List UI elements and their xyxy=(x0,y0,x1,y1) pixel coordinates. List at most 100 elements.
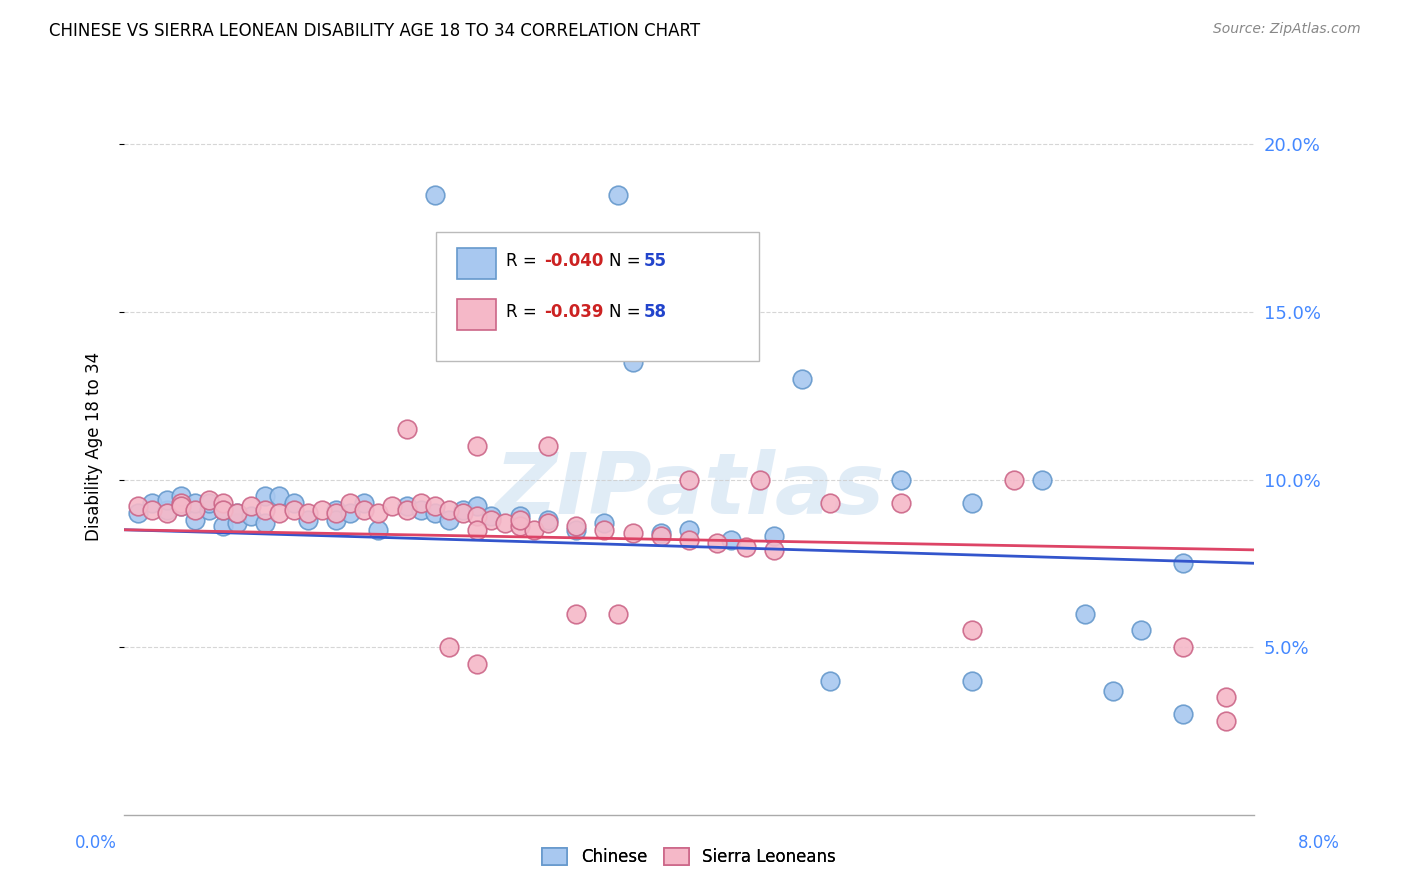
Point xyxy=(155,506,177,520)
Point xyxy=(409,502,432,516)
Point xyxy=(437,502,460,516)
Point xyxy=(465,657,488,671)
Text: R =: R = xyxy=(506,252,543,270)
Text: -0.039: -0.039 xyxy=(544,303,603,321)
Point xyxy=(367,523,389,537)
Point xyxy=(297,506,319,520)
Point xyxy=(169,489,191,503)
Point xyxy=(423,506,446,520)
Point xyxy=(890,473,912,487)
Text: Source: ZipAtlas.com: Source: ZipAtlas.com xyxy=(1213,22,1361,37)
Point xyxy=(1173,640,1195,654)
Text: N =: N = xyxy=(609,252,645,270)
Point xyxy=(1215,714,1237,728)
Point xyxy=(226,516,249,530)
Point xyxy=(734,540,756,554)
Point xyxy=(184,513,207,527)
Point xyxy=(254,502,277,516)
Point xyxy=(509,509,531,524)
Point xyxy=(537,513,560,527)
Point xyxy=(1130,624,1153,638)
Point xyxy=(565,523,588,537)
Point xyxy=(127,500,149,514)
Point xyxy=(198,492,221,507)
Point xyxy=(479,509,502,524)
Y-axis label: Disability Age 18 to 34: Disability Age 18 to 34 xyxy=(86,351,103,541)
Point xyxy=(509,338,531,352)
Point xyxy=(650,529,672,543)
Point xyxy=(184,496,207,510)
Point xyxy=(423,187,446,202)
Point xyxy=(169,500,191,514)
Text: N =: N = xyxy=(609,303,645,321)
Point xyxy=(395,502,418,516)
Point xyxy=(240,509,263,524)
Point xyxy=(820,673,842,688)
Point xyxy=(169,496,191,510)
Point xyxy=(650,526,672,541)
Point xyxy=(762,542,785,557)
Text: -0.040: -0.040 xyxy=(544,252,603,270)
Point xyxy=(254,489,277,503)
Point xyxy=(423,500,446,514)
Point xyxy=(155,502,177,516)
Text: R =: R = xyxy=(506,303,543,321)
Point xyxy=(479,513,502,527)
Point xyxy=(325,502,347,516)
Point xyxy=(169,500,191,514)
Point xyxy=(451,502,474,516)
Point xyxy=(297,513,319,527)
Point xyxy=(1173,706,1195,721)
Point xyxy=(523,523,546,537)
Point xyxy=(437,640,460,654)
Point xyxy=(621,355,644,369)
Point xyxy=(325,506,347,520)
Point xyxy=(1173,556,1195,570)
Point xyxy=(465,509,488,524)
Point xyxy=(395,500,418,514)
Point xyxy=(509,513,531,527)
Point xyxy=(451,506,474,520)
Point xyxy=(509,519,531,533)
Point xyxy=(269,489,291,503)
Point xyxy=(565,607,588,621)
Point xyxy=(960,624,983,638)
Point xyxy=(593,516,616,530)
Point xyxy=(212,502,235,516)
Point xyxy=(537,516,560,530)
Point xyxy=(494,516,516,530)
Point xyxy=(367,506,389,520)
Point xyxy=(155,492,177,507)
Point xyxy=(1101,683,1123,698)
Point xyxy=(960,496,983,510)
Point xyxy=(565,519,588,533)
Text: 8.0%: 8.0% xyxy=(1298,834,1340,852)
Point xyxy=(339,496,361,510)
Point xyxy=(409,496,432,510)
Point xyxy=(198,496,221,510)
Point xyxy=(762,529,785,543)
Text: 58: 58 xyxy=(644,303,666,321)
Point xyxy=(678,473,700,487)
Text: CHINESE VS SIERRA LEONEAN DISABILITY AGE 18 TO 34 CORRELATION CHART: CHINESE VS SIERRA LEONEAN DISABILITY AGE… xyxy=(49,22,700,40)
Legend: Chinese, Sierra Leoneans: Chinese, Sierra Leoneans xyxy=(536,841,842,872)
Point xyxy=(437,513,460,527)
Point xyxy=(1073,607,1095,621)
Point xyxy=(465,439,488,453)
Point xyxy=(127,506,149,520)
Point xyxy=(706,536,728,550)
Point xyxy=(226,506,249,520)
Point xyxy=(212,496,235,510)
Point xyxy=(465,500,488,514)
Point xyxy=(621,526,644,541)
Point xyxy=(212,519,235,533)
Point xyxy=(678,523,700,537)
Point xyxy=(353,496,375,510)
Point xyxy=(678,533,700,547)
Point xyxy=(593,523,616,537)
Text: ZIPatlas: ZIPatlas xyxy=(494,449,884,532)
Point xyxy=(141,502,163,516)
Point xyxy=(353,502,375,516)
Point xyxy=(748,473,770,487)
Point xyxy=(269,506,291,520)
